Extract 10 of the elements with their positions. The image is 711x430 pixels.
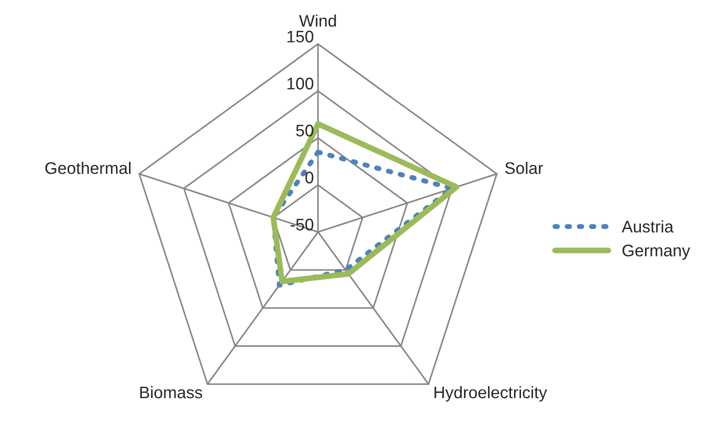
spoke-label: Hydroelectricity xyxy=(434,386,548,402)
y-tick-label: 0 xyxy=(305,172,314,184)
spoke-label: Solar xyxy=(505,162,544,174)
y-tick-label: 100 xyxy=(287,78,314,90)
spoke-label: Geothermal xyxy=(45,162,130,174)
legend-label: Germany xyxy=(622,244,690,260)
spoke-label: Wind xyxy=(299,14,336,27)
legend-label: Austria xyxy=(622,220,674,233)
spoke-label: Biomass xyxy=(140,386,202,398)
y-tick-label: 150 xyxy=(287,30,314,42)
